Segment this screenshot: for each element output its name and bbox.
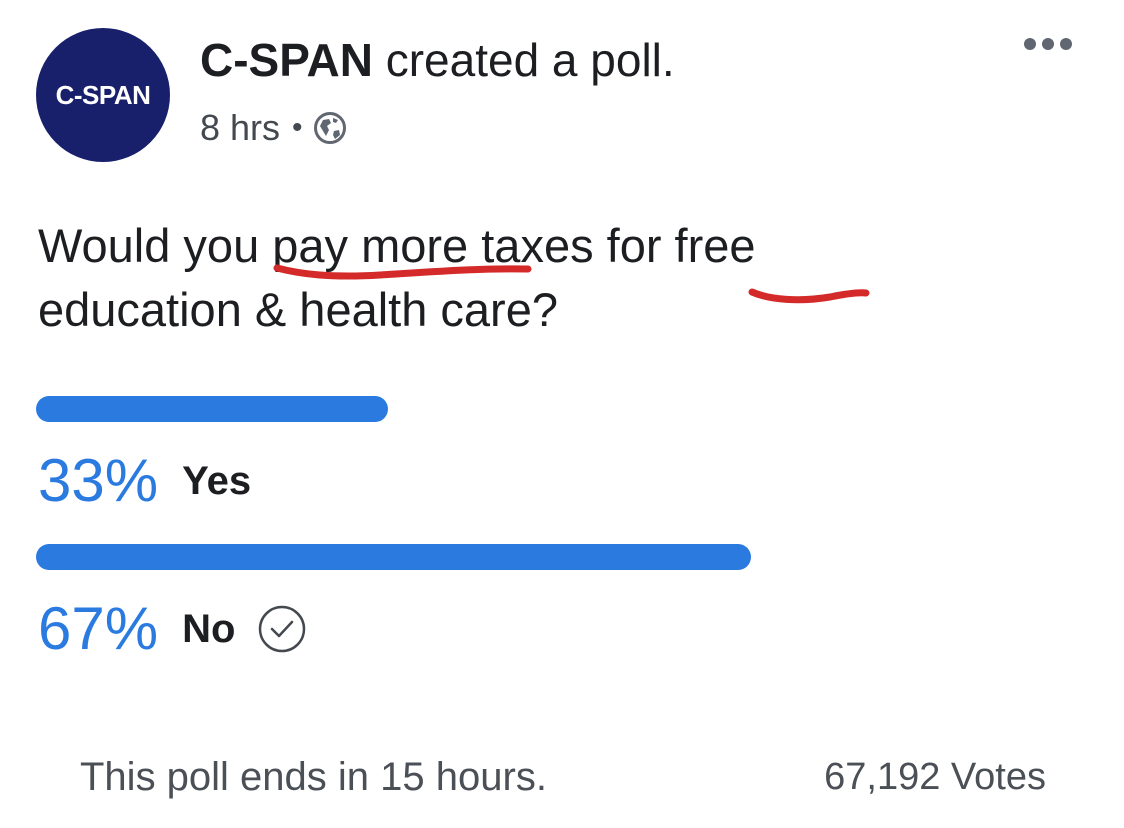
avatar-logo-text: C-SPAN (55, 79, 151, 110)
poll-option-no[interactable]: 67% No (38, 594, 307, 664)
poll-bar-no[interactable] (36, 544, 751, 570)
poll-bar-yes[interactable] (36, 396, 751, 422)
poll-bar-fill-no (36, 544, 751, 570)
post-meta: 8 hrs • (200, 104, 347, 152)
check-circle-icon (259, 605, 306, 653)
author-name[interactable]: C-SPAN (200, 34, 373, 86)
vote-count[interactable]: 67,192 Votes (824, 756, 1046, 798)
poll-label-no: No (182, 606, 236, 651)
post-header: C-SPAN created a poll. (200, 28, 675, 92)
post-timestamp[interactable]: 8 hrs (200, 107, 281, 148)
poll-question: Would you pay more taxes for free educat… (38, 219, 756, 336)
poll-bar-fill-yes (36, 396, 389, 422)
meta-separator: • (292, 111, 303, 144)
poll-label-yes: Yes (182, 458, 252, 503)
poll-percent-yes: 33% (38, 447, 159, 514)
poll-option-yes[interactable]: 33% Yes (38, 446, 251, 516)
post-action: created a poll. (385, 34, 675, 86)
avatar[interactable]: C-SPAN (36, 28, 170, 162)
globe-icon[interactable] (313, 111, 347, 145)
more-options-icon[interactable] (1024, 38, 1072, 50)
poll-percent-no: 67% (38, 595, 159, 662)
poll-ends-text: This poll ends in 15 hours. (80, 755, 547, 799)
